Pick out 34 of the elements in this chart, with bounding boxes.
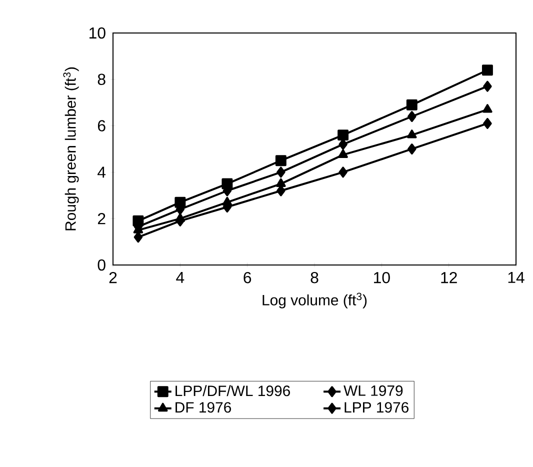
point: [406, 99, 418, 110]
point: [134, 232, 143, 243]
legend-label: LPP 1976: [344, 402, 408, 413]
point: [338, 130, 349, 141]
point: [276, 178, 286, 188]
y-tick-label: 2: [98, 213, 106, 224]
legend-label: LPP/DF/WL 1996: [176, 385, 290, 396]
y-tick-label: 4: [98, 166, 106, 178]
x-tick-label: 12: [441, 272, 457, 284]
point: [407, 130, 417, 138]
point: [483, 80, 492, 92]
point: [483, 118, 492, 129]
legend-label: DF 1976: [176, 402, 232, 413]
x-tick-label: 4: [176, 272, 184, 283]
point: [338, 149, 348, 158]
x-tick-label: 10: [374, 272, 390, 284]
point: [338, 166, 348, 178]
x-tick-label: 14: [508, 272, 524, 283]
x-tick-label: 6: [244, 272, 252, 284]
x-axis-title: Log volume (ft$^{3}$): [262, 292, 367, 308]
point: [408, 111, 416, 122]
y-tick-label: 0: [98, 259, 106, 271]
x-tick-label: 8: [310, 272, 318, 284]
y-tick-label: 8: [98, 74, 106, 86]
x-tick-label: 2: [109, 272, 117, 284]
point: [276, 166, 286, 178]
y-tick-label: 6: [98, 120, 106, 132]
legend-label: WL 1979: [344, 385, 403, 396]
y-tick-label: 10: [90, 27, 106, 39]
point: [408, 144, 416, 154]
point: [275, 155, 286, 166]
point: [482, 64, 493, 76]
point: [482, 104, 492, 113]
y-axis-title: Rough green lumber (ft$^{3}$): [63, 67, 79, 230]
